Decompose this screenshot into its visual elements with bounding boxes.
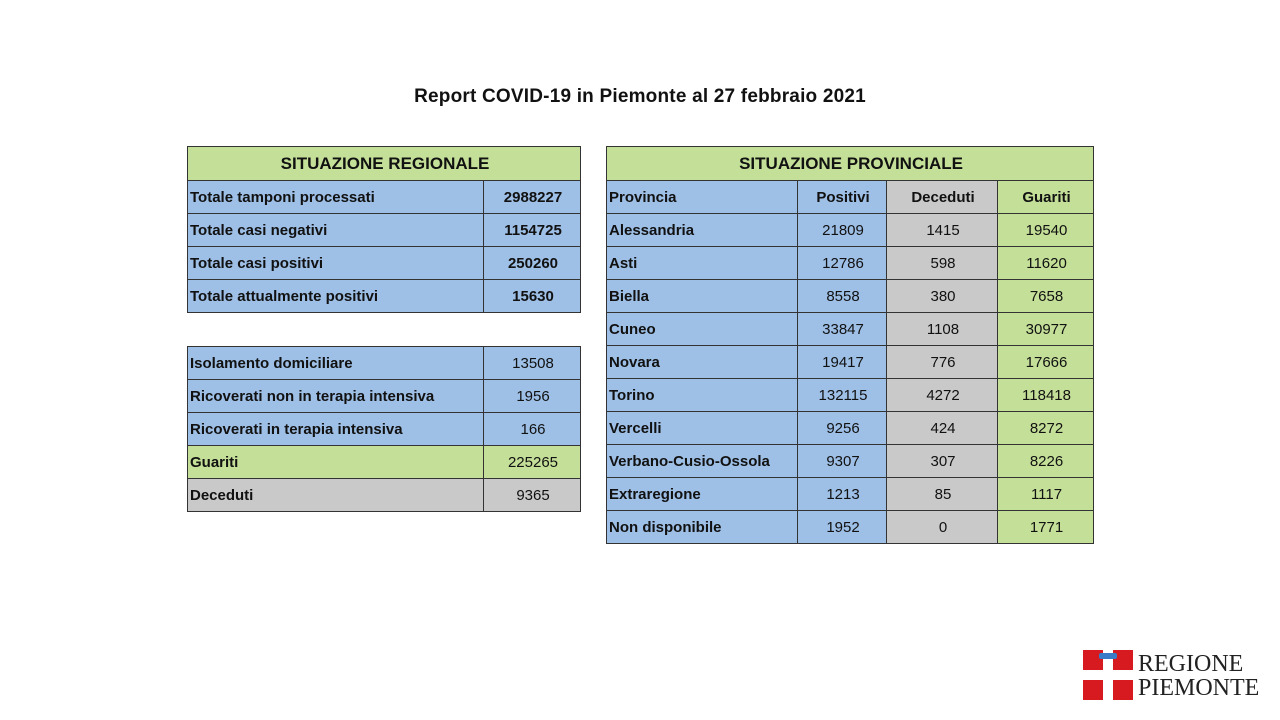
table-row: Guariti 225265 [187, 445, 581, 479]
regional-summary-table: SITUAZIONE REGIONALE Totale tamponi proc… [186, 146, 582, 313]
logo-text: REGIONE PIEMONTE [1138, 652, 1259, 700]
positivi-value: 9307 [797, 444, 887, 478]
province-name: Extraregione [606, 477, 798, 511]
positivi-value: 8558 [797, 279, 887, 313]
province-name: Non disponibile [606, 510, 798, 544]
positivi-value: 9256 [797, 411, 887, 445]
deceduti-value: 0 [886, 510, 998, 544]
guariti-value: 8272 [996, 411, 1095, 445]
table-row: Alessandria 21809 1415 19540 [606, 213, 1095, 247]
row-value: 225265 [483, 445, 581, 479]
province-name: Biella [606, 279, 798, 313]
guariti-value: 11620 [996, 246, 1095, 280]
table-row: Totale casi negativi 1154725 [187, 213, 582, 247]
column-header: Guariti [996, 180, 1095, 214]
column-header: Provincia [606, 180, 798, 214]
table-row: Cuneo 33847 1108 30977 [606, 312, 1095, 346]
table-row: Asti 12786 598 11620 [606, 246, 1095, 280]
table-row: Deceduti 9365 [187, 478, 581, 512]
deceduti-value: 380 [886, 279, 998, 313]
table-row: Non disponibile 1952 0 1771 [606, 510, 1095, 544]
deceduti-value: 1108 [886, 312, 998, 346]
deceduti-value: 4272 [886, 378, 998, 412]
row-value: 15630 [482, 279, 582, 313]
row-label: Totale casi negativi [187, 213, 484, 247]
row-label: Guariti [187, 445, 484, 479]
regional-header: SITUAZIONE REGIONALE [186, 146, 582, 181]
table-row: Biella 8558 380 7658 [606, 279, 1095, 313]
row-value: 13508 [483, 346, 581, 380]
row-label: Ricoverati in terapia intensiva [187, 412, 484, 446]
row-value: 9365 [483, 478, 581, 512]
provincial-rows: Alessandria 21809 1415 19540 Asti 12786 598 116… [606, 213, 1095, 544]
row-label: Totale tamponi processati [187, 180, 484, 214]
table-row: Totale attualmente positivi 15630 [187, 279, 582, 313]
row-value: 166 [483, 412, 581, 446]
table-row: Torino 132115 4272 118418 [606, 378, 1095, 412]
row-label: Totale attualmente positivi [187, 279, 484, 313]
positivi-value: 19417 [797, 345, 887, 379]
positivi-value: 12786 [797, 246, 887, 280]
positivi-value: 33847 [797, 312, 887, 346]
piemonte-emblem-icon [1083, 650, 1133, 700]
provincial-header: SITUAZIONE PROVINCIALE [605, 146, 1095, 181]
province-name: Cuneo [606, 312, 798, 346]
province-name: Asti [606, 246, 798, 280]
report-title: Report COVID-19 in Piemonte al 27 febbra… [414, 86, 866, 107]
table-row: Extraregione 1213 85 1117 [606, 477, 1095, 511]
guariti-value: 19540 [996, 213, 1095, 247]
province-name: Torino [606, 378, 798, 412]
positivi-value: 132115 [797, 378, 887, 412]
column-header: Deceduti [886, 180, 998, 214]
provincial-table: SITUAZIONE PROVINCIALE Provincia Positiv… [605, 146, 1095, 544]
guariti-value: 118418 [996, 378, 1095, 412]
table-row: Verbano-Cusio-Ossola 9307 307 8226 [606, 444, 1095, 478]
row-label: Deceduti [187, 478, 484, 512]
table-row: Ricoverati in terapia intensiva 166 [187, 412, 581, 446]
column-header-row: Provincia Positivi Deceduti Guariti [606, 180, 1095, 214]
guariti-value: 1117 [996, 477, 1095, 511]
guariti-value: 30977 [996, 312, 1095, 346]
province-name: Alessandria [606, 213, 798, 247]
deceduti-value: 424 [886, 411, 998, 445]
province-name: Verbano-Cusio-Ossola [606, 444, 798, 478]
table-row: Vercelli 9256 424 8272 [606, 411, 1095, 445]
guariti-value: 1771 [996, 510, 1095, 544]
row-label: Totale casi positivi [187, 246, 484, 280]
deceduti-value: 776 [886, 345, 998, 379]
table-row: Isolamento domiciliare 13508 [187, 346, 581, 380]
row-value: 2988227 [482, 180, 582, 214]
row-value: 1154725 [482, 213, 582, 247]
province-name: Vercelli [606, 411, 798, 445]
column-header: Positivi [797, 180, 887, 214]
regione-piemonte-logo: REGIONE PIEMONTE [1083, 650, 1259, 702]
deceduti-value: 307 [886, 444, 998, 478]
deceduti-value: 85 [886, 477, 998, 511]
deceduti-value: 598 [886, 246, 998, 280]
row-label: Ricoverati non in terapia intensiva [187, 379, 484, 413]
table-row: Totale tamponi processati 2988227 [187, 180, 582, 214]
table-row: Ricoverati non in terapia intensiva 1956 [187, 379, 581, 413]
guariti-value: 7658 [996, 279, 1095, 313]
logo-line-2: PIEMONTE [1138, 675, 1260, 701]
logo-line-1: REGIONE [1138, 651, 1244, 677]
province-name: Novara [606, 345, 798, 379]
regional-detail-table: Isolamento domiciliare 13508 Ricoverati … [187, 346, 581, 512]
table-row: Novara 19417 776 17666 [606, 345, 1095, 379]
positivi-value: 1213 [797, 477, 887, 511]
positivi-value: 21809 [797, 213, 887, 247]
guariti-value: 8226 [996, 444, 1095, 478]
row-label: Isolamento domiciliare [187, 346, 484, 380]
table-row: Totale casi positivi 250260 [187, 246, 582, 280]
deceduti-value: 1415 [886, 213, 998, 247]
row-value: 250260 [482, 246, 582, 280]
guariti-value: 17666 [996, 345, 1095, 379]
row-value: 1956 [483, 379, 581, 413]
positivi-value: 1952 [797, 510, 887, 544]
